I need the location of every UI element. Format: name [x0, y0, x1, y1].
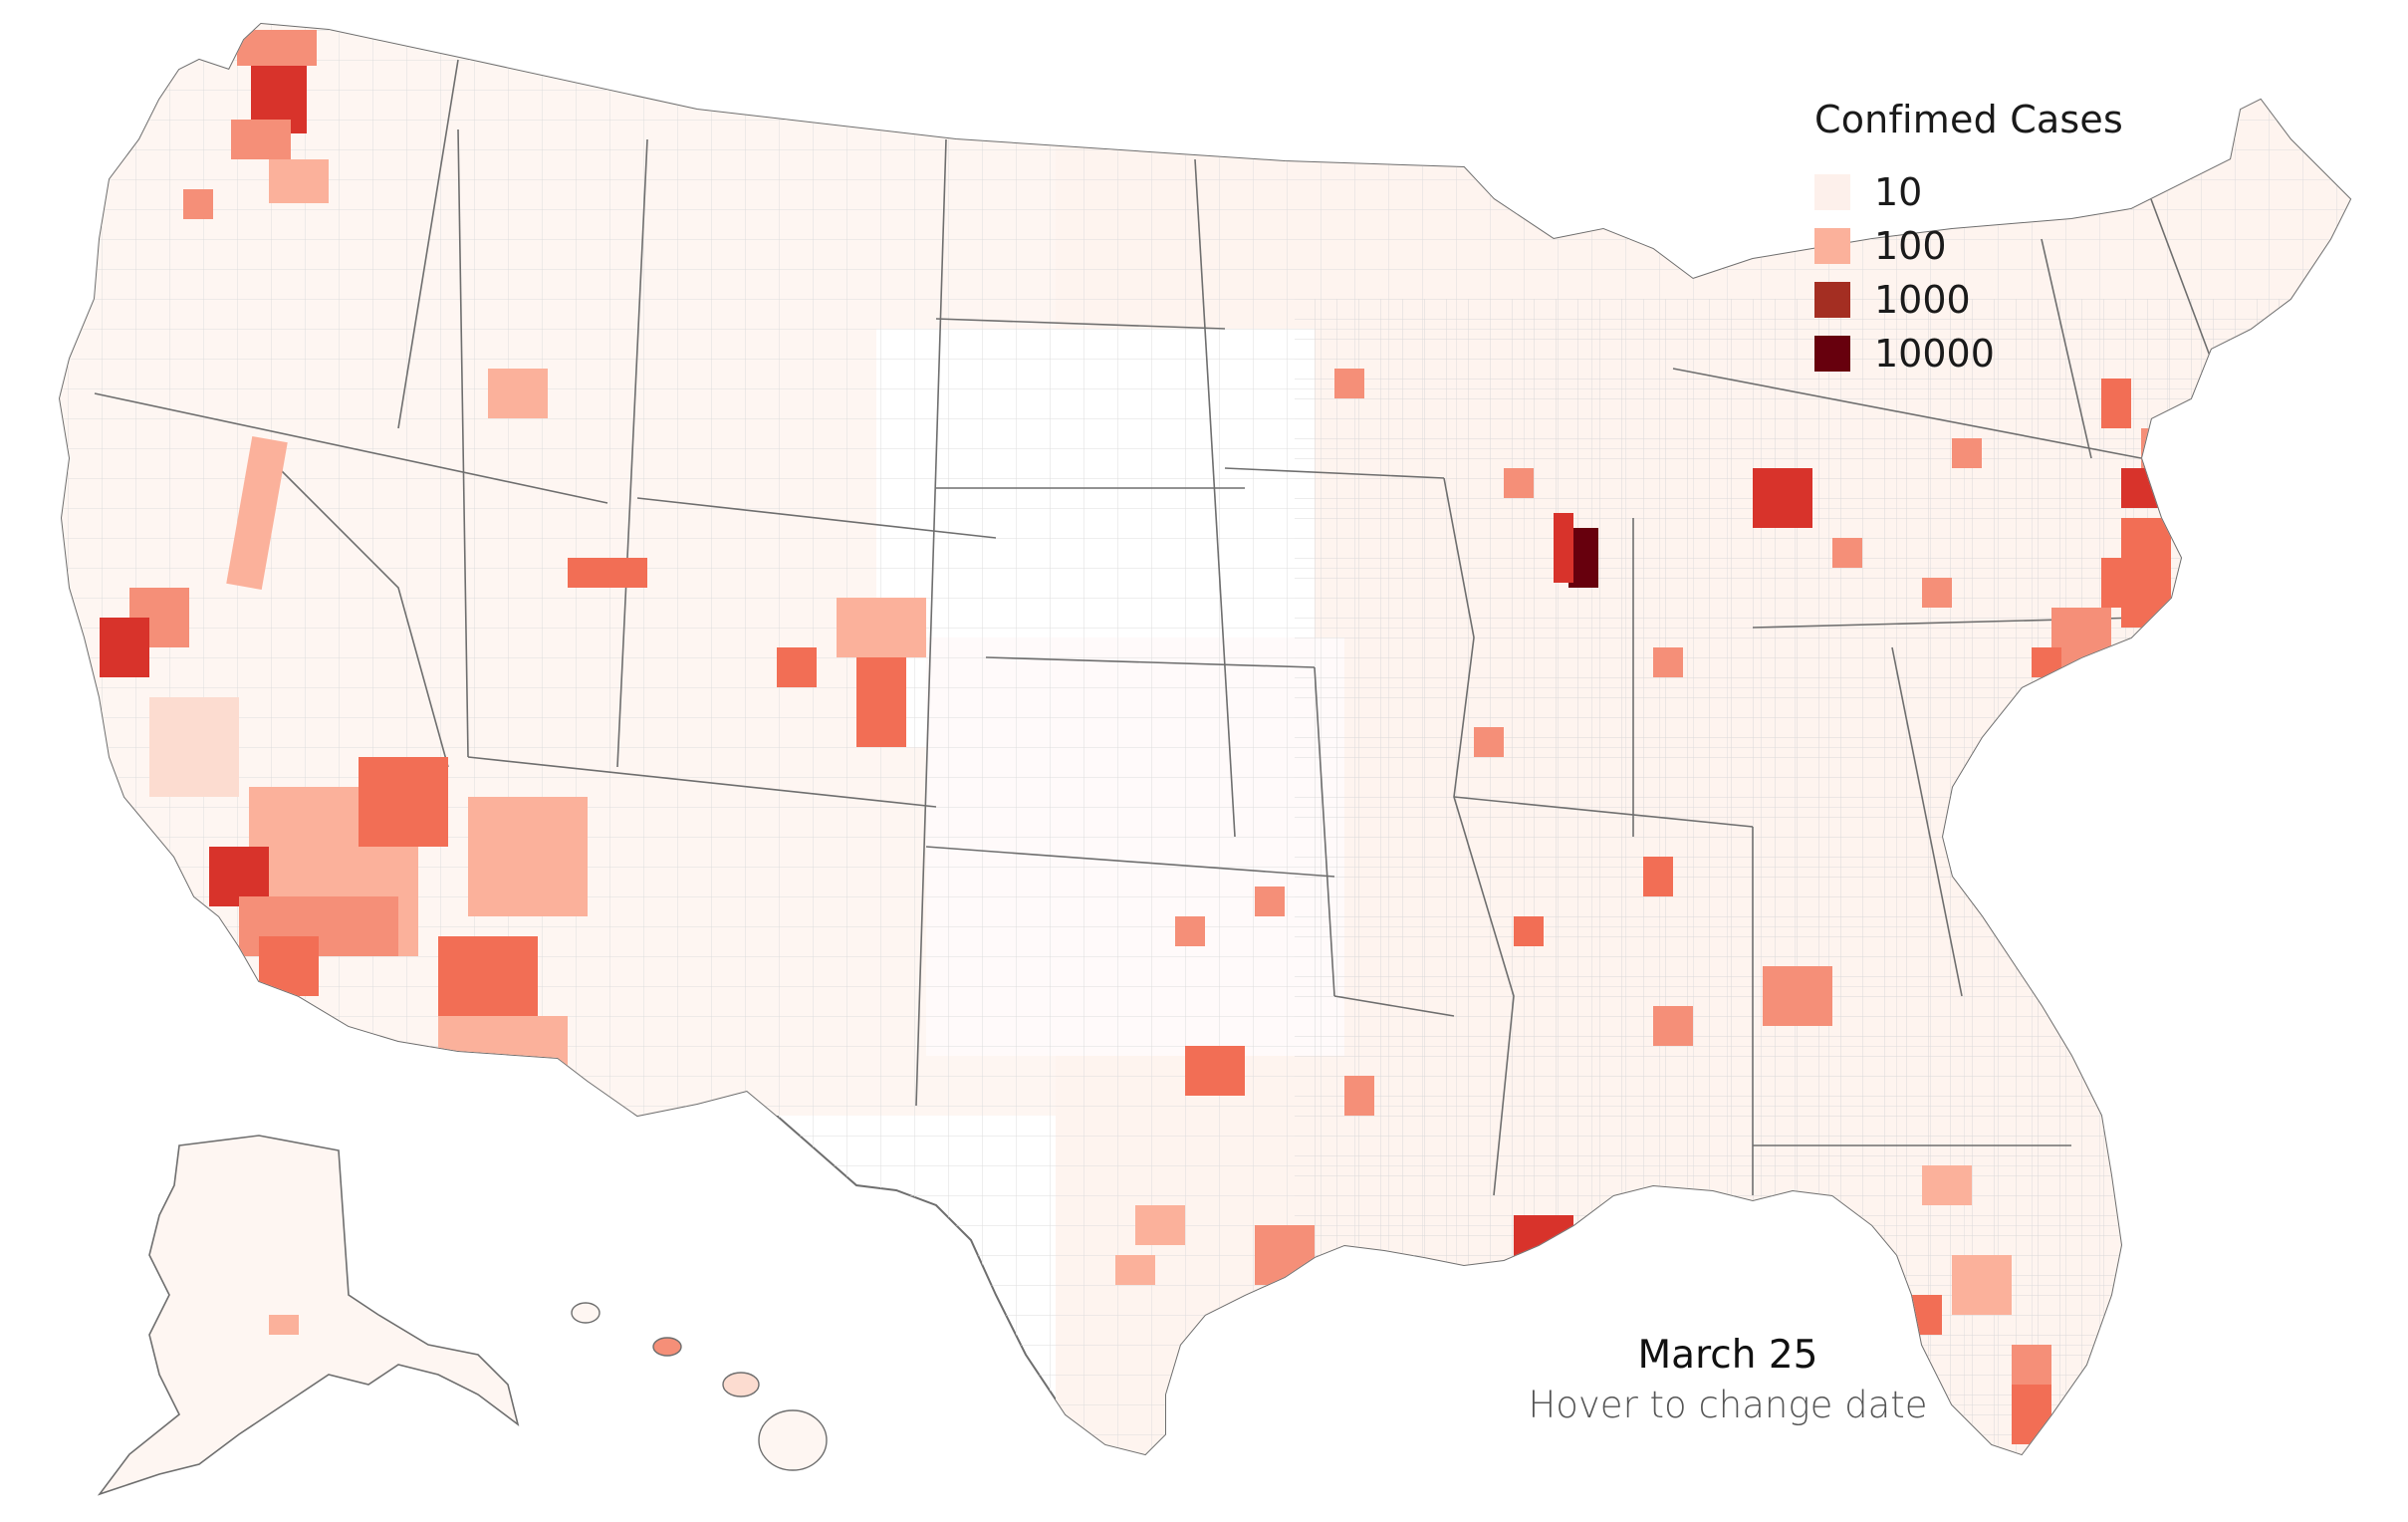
- county-indianapolis[interactable]: [1653, 647, 1683, 677]
- hawaii: [571, 1302, 828, 1471]
- county-king-edge[interactable]: [237, 30, 317, 66]
- hotspots-central: [1115, 369, 1832, 1285]
- county-las-vegas[interactable]: [359, 757, 448, 847]
- county-palm-beach[interactable]: [2012, 1345, 2051, 1385]
- hawaii-oahu[interactable]: [652, 1337, 682, 1357]
- county-san-antonio[interactable]: [1115, 1255, 1155, 1285]
- county-boston[interactable]: [2231, 379, 2290, 438]
- legend-item: 10: [1814, 165, 2123, 219]
- hover-hint: Hover to change date: [1528, 1384, 1928, 1426]
- county-pima[interactable]: [438, 1016, 568, 1096]
- county-shreveport[interactable]: [1344, 1076, 1374, 1116]
- hotspots-west: [100, 30, 926, 1096]
- county-chicago-collar[interactable]: [1554, 513, 1573, 583]
- county-detroit[interactable]: [1753, 468, 1812, 528]
- legend-item: 10000: [1814, 327, 2123, 380]
- legend-item: 100: [1814, 219, 2123, 273]
- legend-label: 10: [1874, 170, 1923, 214]
- county-albany[interactable]: [2101, 379, 2131, 428]
- hawaii-maui[interactable]: [722, 1372, 760, 1397]
- county-pittsburgh[interactable]: [1922, 578, 1952, 608]
- county-boise[interactable]: [488, 369, 548, 418]
- county-cleveland[interactable]: [1832, 538, 1862, 568]
- legend-item: 1000: [1814, 273, 2123, 327]
- county-philadelphia[interactable]: [2101, 558, 2141, 608]
- legend-swatch-1000: [1814, 282, 1850, 318]
- county-orlando[interactable]: [1952, 1255, 2012, 1315]
- county-memphis[interactable]: [1514, 916, 1544, 946]
- county-tampa[interactable]: [1902, 1295, 1942, 1335]
- county-fresno[interactable]: [149, 697, 239, 797]
- county-eagle[interactable]: [777, 647, 817, 687]
- county-st-louis[interactable]: [1474, 727, 1504, 757]
- county-dallas[interactable]: [1185, 1046, 1245, 1096]
- county-phoenix[interactable]: [438, 936, 538, 1026]
- county-nashville[interactable]: [1643, 857, 1673, 896]
- county-birmingham[interactable]: [1653, 1006, 1693, 1046]
- legend-swatch-100: [1814, 228, 1850, 264]
- alaska: [97, 1135, 520, 1496]
- county-houston[interactable]: [1255, 1225, 1315, 1285]
- legend-label: 100: [1874, 224, 1947, 268]
- county-long-island[interactable]: [2166, 463, 2266, 533]
- legend-swatch-10: [1814, 174, 1850, 210]
- legend-label: 1000: [1874, 278, 1971, 322]
- alaska-outline: [97, 1135, 520, 1496]
- county-nyc-upper[interactable]: [2121, 468, 2171, 508]
- county-austin[interactable]: [1135, 1205, 1185, 1245]
- county-mohave[interactable]: [468, 797, 588, 916]
- hawaii-big-island[interactable]: [758, 1409, 828, 1471]
- county-puget[interactable]: [231, 120, 291, 159]
- legend-title: Confimed Cases: [1814, 98, 2123, 141]
- county-denver-north[interactable]: [837, 598, 926, 657]
- county-salt-lake[interactable]: [568, 558, 647, 588]
- county-portland[interactable]: [183, 189, 213, 219]
- date-control[interactable]: March 25 Hover to change date: [1514, 1333, 1942, 1426]
- county-ct-ri[interactable]: [2141, 428, 2231, 478]
- alaska-anchorage[interactable]: [269, 1315, 299, 1335]
- county-sf-bay[interactable]: [100, 618, 149, 677]
- county-colo-springs[interactable]: [856, 707, 906, 747]
- county-oklahoma-city[interactable]: [1175, 916, 1205, 946]
- county-eastern-nv-strip[interactable]: [226, 436, 288, 590]
- county-jacksonville[interactable]: [1922, 1165, 1972, 1205]
- date-label: March 25: [1637, 1333, 1818, 1378]
- county-tulsa[interactable]: [1255, 887, 1285, 916]
- county-minneapolis[interactable]: [1334, 369, 1364, 398]
- county-madison[interactable]: [1504, 468, 1534, 498]
- county-denver[interactable]: [856, 657, 906, 707]
- county-atlanta[interactable]: [1763, 966, 1832, 1026]
- county-miami-dade[interactable]: [2012, 1414, 2051, 1444]
- county-nyc[interactable]: [2161, 478, 2201, 518]
- base-shading: [60, 24, 2350, 1454]
- legend-swatch-10000: [1814, 336, 1850, 372]
- county-spokane-area[interactable]: [269, 159, 329, 203]
- hawaii-kauai[interactable]: [571, 1302, 601, 1324]
- county-broward[interactable]: [2012, 1385, 2051, 1414]
- county-new-orleans[interactable]: [1514, 1215, 1573, 1265]
- county-buffalo[interactable]: [1952, 438, 1982, 468]
- county-dc[interactable]: [2032, 647, 2061, 677]
- legend: Confimed Cases 10 100 1000 10000: [1814, 98, 2123, 380]
- legend-label: 10000: [1874, 332, 1995, 376]
- state-borders: [94, 59, 2212, 1196]
- county-san-diego[interactable]: [259, 936, 319, 996]
